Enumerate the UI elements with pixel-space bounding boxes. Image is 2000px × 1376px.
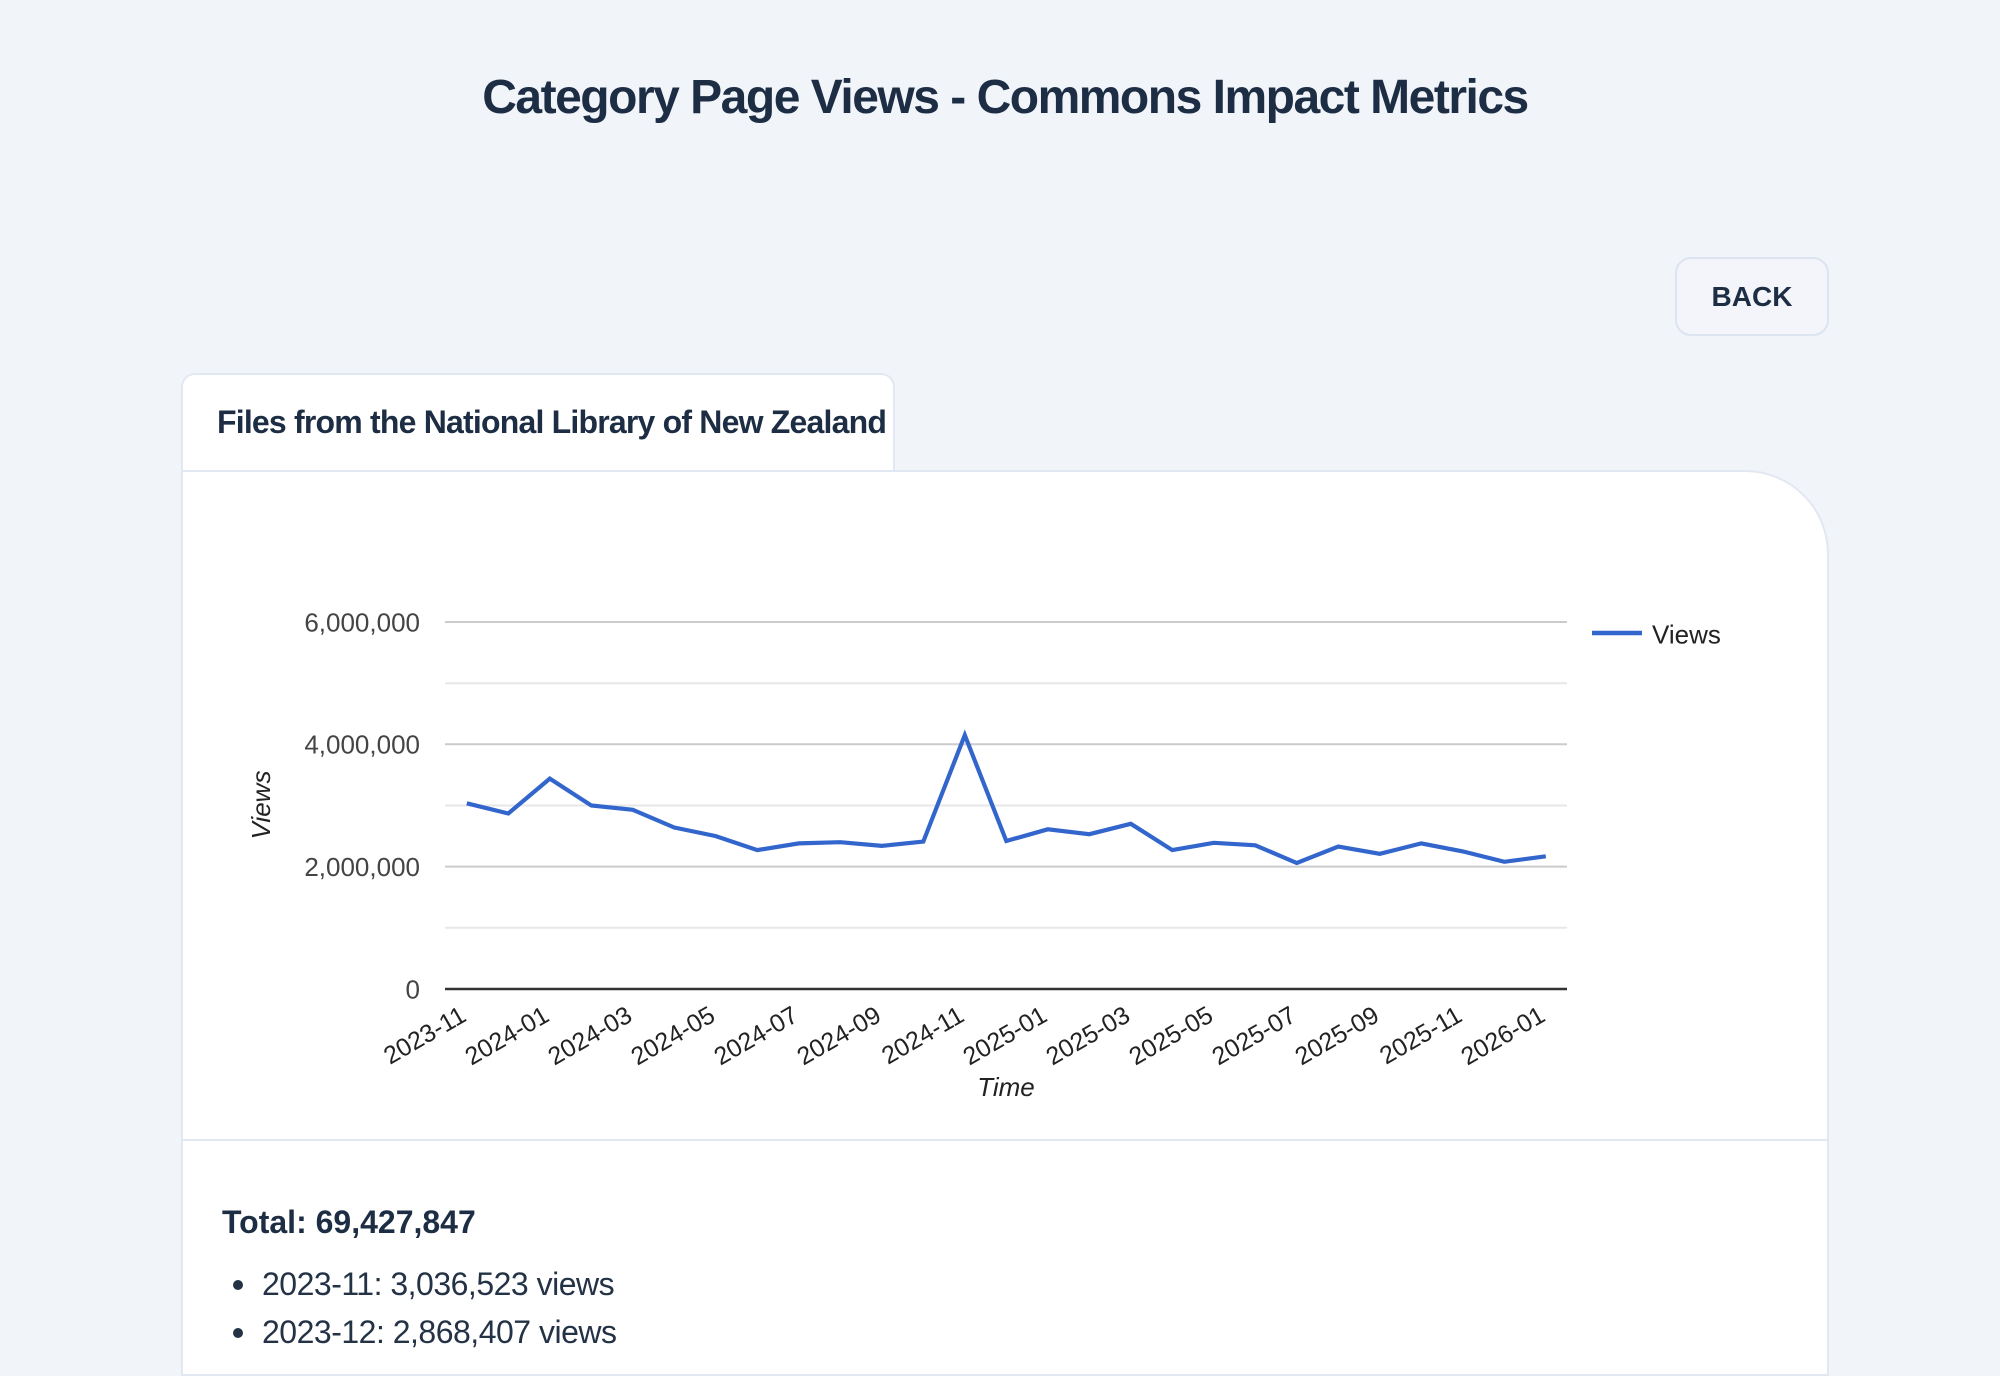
svg-text:2025-11: 2025-11 <box>1375 1001 1467 1070</box>
svg-text:2024-07: 2024-07 <box>709 1001 802 1071</box>
svg-text:2025-07: 2025-07 <box>1207 1001 1300 1071</box>
svg-text:2025-01: 2025-01 <box>958 1001 1051 1071</box>
svg-text:2025-09: 2025-09 <box>1290 1001 1383 1071</box>
svg-text:2024-09: 2024-09 <box>792 1001 885 1071</box>
svg-text:6,000,000: 6,000,000 <box>304 607 420 637</box>
svg-text:2024-11: 2024-11 <box>877 1001 969 1070</box>
svg-text:2024-03: 2024-03 <box>543 1001 636 1071</box>
svg-text:2024-05: 2024-05 <box>626 1001 719 1071</box>
svg-text:2025-05: 2025-05 <box>1124 1001 1217 1071</box>
svg-text:2,000,000: 2,000,000 <box>304 852 420 882</box>
svg-text:2024-01: 2024-01 <box>460 1001 553 1071</box>
svg-text:0: 0 <box>406 974 420 1004</box>
svg-text:2026-01: 2026-01 <box>1456 1001 1549 1071</box>
svg-text:2023-11: 2023-11 <box>379 1001 471 1070</box>
svg-text:Views: Views <box>1652 620 1721 650</box>
svg-text:4,000,000: 4,000,000 <box>304 730 420 760</box>
svg-text:2025-03: 2025-03 <box>1041 1001 1134 1071</box>
svg-text:Time: Time <box>977 1072 1035 1102</box>
svg-text:Views: Views <box>246 771 276 840</box>
